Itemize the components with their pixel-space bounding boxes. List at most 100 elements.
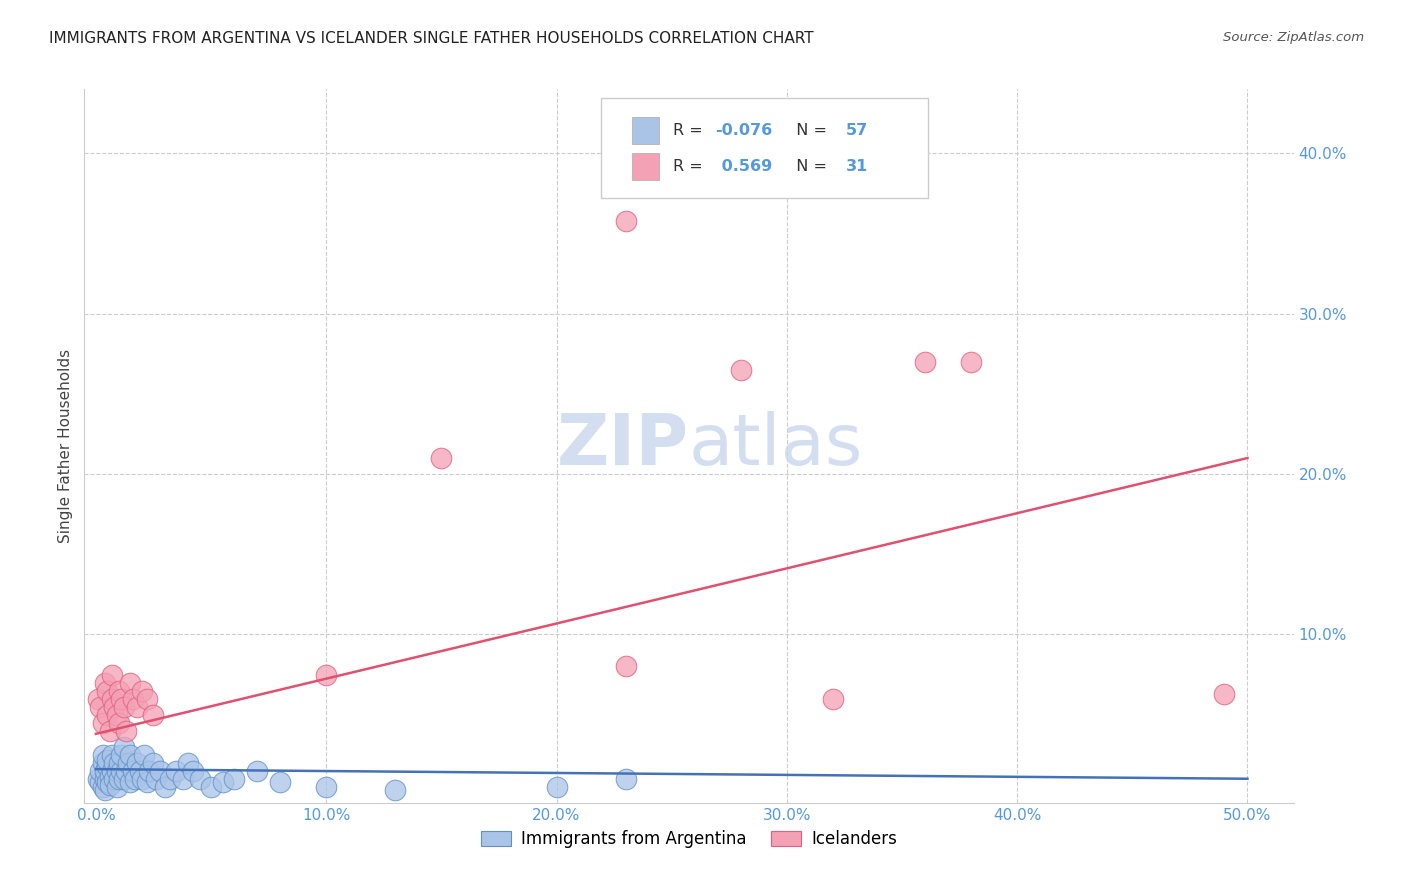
- Point: [96, 683, 118, 698]
- Point: [96, 752, 118, 766]
- Y-axis label: Single Father Households: Single Father Households: [58, 349, 73, 543]
- Text: N =: N =: [786, 159, 832, 174]
- Text: 31: 31: [846, 159, 869, 174]
- Text: atlas: atlas: [689, 411, 863, 481]
- Point: [131, 683, 153, 698]
- Point: [103, 699, 125, 714]
- Point: [200, 780, 222, 794]
- Point: [135, 775, 157, 789]
- Point: [131, 772, 153, 786]
- Point: [108, 715, 131, 730]
- Point: [153, 780, 176, 794]
- Point: [1213, 687, 1236, 701]
- Point: [430, 450, 453, 465]
- Point: [101, 691, 124, 706]
- Point: [101, 667, 124, 681]
- Point: [91, 780, 114, 794]
- Point: [142, 756, 165, 770]
- Point: [89, 699, 111, 714]
- Point: [222, 772, 245, 786]
- Point: [211, 775, 233, 789]
- Point: [94, 783, 117, 797]
- FancyBboxPatch shape: [600, 98, 928, 198]
- Point: [114, 723, 136, 738]
- Point: [166, 764, 188, 778]
- Point: [105, 707, 128, 722]
- Point: [89, 764, 111, 778]
- Point: [87, 772, 110, 786]
- Point: [89, 775, 111, 789]
- Point: [94, 772, 117, 786]
- Point: [96, 759, 118, 773]
- Point: [87, 691, 110, 706]
- Point: [124, 772, 146, 786]
- Point: [94, 764, 117, 778]
- Point: [112, 699, 135, 714]
- Point: [127, 756, 149, 770]
- Point: [101, 764, 124, 778]
- Point: [120, 747, 142, 762]
- Point: [135, 691, 157, 706]
- Point: [105, 780, 128, 794]
- Text: Source: ZipAtlas.com: Source: ZipAtlas.com: [1223, 31, 1364, 45]
- Point: [914, 355, 936, 369]
- Point: [105, 764, 128, 778]
- Point: [384, 783, 406, 797]
- Point: [145, 772, 167, 786]
- Point: [98, 768, 121, 782]
- Point: [98, 723, 121, 738]
- Point: [110, 764, 132, 778]
- Point: [121, 764, 143, 778]
- Text: 57: 57: [846, 123, 869, 138]
- FancyBboxPatch shape: [633, 153, 659, 180]
- Text: R =: R =: [673, 159, 709, 174]
- Text: -0.076: -0.076: [716, 123, 773, 138]
- Point: [94, 675, 117, 690]
- Point: [96, 775, 118, 789]
- Point: [269, 775, 291, 789]
- Point: [117, 756, 139, 770]
- Point: [821, 691, 844, 706]
- Point: [110, 691, 132, 706]
- Point: [142, 707, 165, 722]
- Point: [181, 764, 204, 778]
- Point: [108, 756, 131, 770]
- Point: [110, 747, 132, 762]
- Point: [91, 715, 114, 730]
- Point: [120, 675, 142, 690]
- Point: [246, 764, 269, 778]
- Point: [159, 772, 181, 786]
- Point: [98, 778, 121, 792]
- Point: [112, 772, 135, 786]
- Point: [315, 780, 337, 794]
- Point: [103, 772, 125, 786]
- FancyBboxPatch shape: [633, 117, 659, 145]
- Point: [614, 772, 637, 786]
- Point: [315, 667, 337, 681]
- Point: [127, 699, 149, 714]
- Point: [91, 756, 114, 770]
- Point: [614, 659, 637, 673]
- Point: [730, 363, 752, 377]
- Point: [112, 739, 135, 754]
- Point: [149, 764, 172, 778]
- Text: ZIP: ZIP: [557, 411, 689, 481]
- Point: [114, 764, 136, 778]
- Point: [120, 775, 142, 789]
- Point: [108, 683, 131, 698]
- Text: R =: R =: [673, 123, 709, 138]
- Point: [172, 772, 194, 786]
- Point: [546, 780, 568, 794]
- Point: [91, 747, 114, 762]
- Point: [96, 707, 118, 722]
- Text: IMMIGRANTS FROM ARGENTINA VS ICELANDER SINGLE FATHER HOUSEHOLDS CORRELATION CHAR: IMMIGRANTS FROM ARGENTINA VS ICELANDER S…: [49, 31, 814, 46]
- Legend: Immigrants from Argentina, Icelanders: Immigrants from Argentina, Icelanders: [474, 824, 904, 855]
- Point: [121, 691, 143, 706]
- Text: 0.569: 0.569: [716, 159, 772, 174]
- Point: [614, 213, 637, 227]
- Point: [108, 772, 131, 786]
- Text: N =: N =: [786, 123, 832, 138]
- Point: [138, 764, 160, 778]
- Point: [134, 747, 156, 762]
- Point: [103, 756, 125, 770]
